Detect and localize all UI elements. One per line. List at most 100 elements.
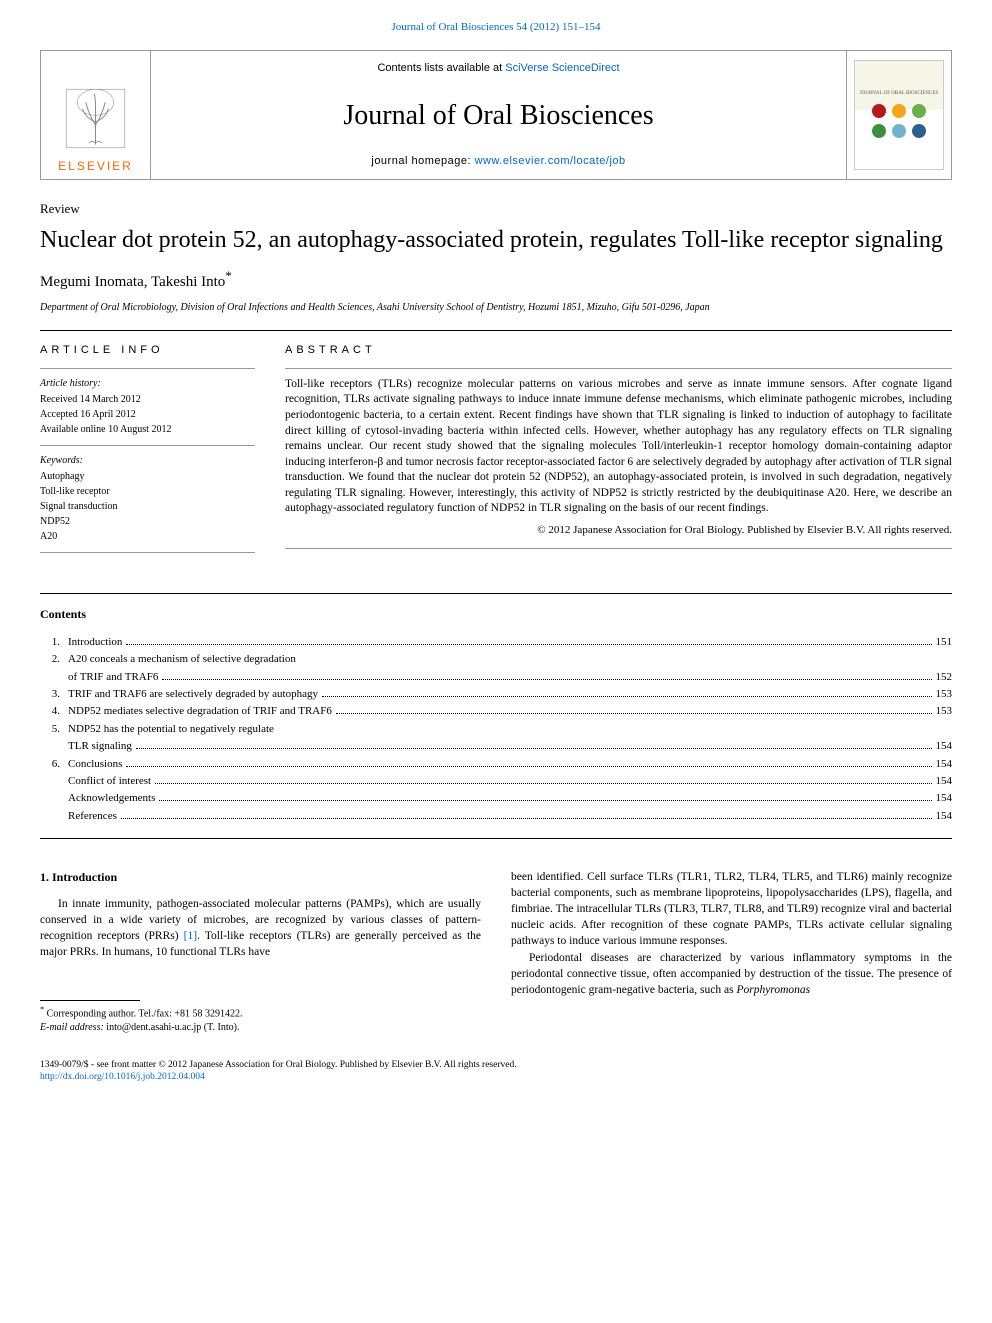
cover-dot-icon — [912, 104, 926, 118]
journal-cover-thumbnail: JOURNAL OF ORAL BIOSCIENCES — [854, 60, 944, 170]
toc-item[interactable]: 3.TRIF and TRAF6 are selectively degrade… — [40, 687, 952, 702]
toc-list: 1.Introduction 151 2.A20 conceals a mechan… — [40, 635, 952, 824]
toc-item[interactable]: 4.NDP52 mediates selective degradation o… — [40, 704, 952, 719]
toc-leader-dots — [159, 800, 931, 801]
toc-item[interactable]: Conflict of interest154 — [40, 774, 952, 789]
article-type: Review — [40, 200, 952, 218]
history-received: Received 14 March 2012 — [40, 393, 255, 407]
keyword: Signal transduction — [40, 500, 255, 514]
footnote-rule — [40, 1000, 140, 1001]
toc-title: Conflict of interest — [68, 774, 151, 789]
cover-caption: JOURNAL OF ORAL BIOSCIENCES — [860, 90, 938, 97]
journal-reference-link[interactable]: Journal of Oral Biosciences 54 (2012) 15… — [392, 21, 601, 33]
toc-leader-dots — [155, 783, 931, 784]
toc-item[interactable]: 5.NDP52 has the potential to negatively … — [40, 722, 952, 737]
toc-page: 154 — [936, 809, 953, 824]
toc-leader-dots — [136, 748, 932, 749]
toc-number: 1. — [40, 635, 68, 650]
toc-title: References — [68, 809, 117, 824]
toc-page: 154 — [936, 791, 953, 806]
toc-number: 5. — [40, 722, 68, 737]
elsevier-logo-box: ELSEVIER — [41, 51, 151, 179]
issn-copyright-line: 1349-0079/$ - see front matter © 2012 Ja… — [40, 1059, 952, 1071]
journal-header-center: Contents lists available at SciVerse Sci… — [151, 51, 846, 179]
body-column-left: 1. Introduction In innate immunity, path… — [40, 869, 481, 1034]
toc-item[interactable]: Acknowledgements 154 — [40, 791, 952, 806]
toc-title: Conclusions — [68, 757, 122, 772]
homepage-link[interactable]: www.elsevier.com/locate/job — [475, 155, 626, 167]
toc-title: Acknowledgements — [68, 791, 155, 806]
contents-available-text: Contents lists available at — [377, 62, 505, 74]
article-info-heading: ARTICLE INFO — [40, 343, 255, 358]
toc-page: 153 — [936, 704, 953, 719]
toc-title: NDP52 mediates selective degradation of … — [68, 704, 332, 719]
toc-title: Introduction — [68, 635, 122, 650]
journal-homepage: journal homepage: www.elsevier.com/locat… — [161, 154, 836, 169]
info-rule — [40, 445, 255, 446]
corresponding-marker-icon: * — [225, 268, 232, 283]
info-abstract-row: ARTICLE INFO Article history: Received 1… — [40, 330, 952, 573]
doi-link[interactable]: http://dx.doi.org/10.1016/j.job.2012.04.… — [40, 1072, 205, 1082]
corresponding-author-footnote: * Corresponding author. Tel./fax: +81 58… — [40, 1005, 481, 1020]
toc-item[interactable]: TLR signaling154 — [40, 739, 952, 754]
toc-leader-dots — [126, 644, 931, 645]
toc-number: 6. — [40, 757, 68, 772]
authors: Megumi Inomata, Takeshi Into* — [40, 267, 952, 293]
toc-page: 152 — [936, 670, 953, 685]
toc-item[interactable]: 1.Introduction 151 — [40, 635, 952, 650]
toc-item[interactable]: of TRIF and TRAF6 152 — [40, 670, 952, 685]
keyword: A20 — [40, 530, 255, 544]
journal-title: Journal of Oral Biosciences — [161, 96, 836, 135]
body-column-right: been identified. Cell surface TLRs (TLR1… — [511, 869, 952, 1034]
toc-item[interactable]: References 154 — [40, 809, 952, 824]
contents-heading: Contents — [40, 606, 952, 623]
toc-title: of TRIF and TRAF6 — [68, 670, 158, 685]
cover-dot-icon — [872, 124, 886, 138]
toc-page: 151 — [936, 635, 953, 650]
citation-link[interactable]: [1] — [184, 930, 197, 942]
toc-leader-dots — [322, 696, 932, 697]
toc-title: A20 conceals a mechanism of selective de… — [68, 652, 296, 667]
toc-leader-dots — [126, 766, 931, 767]
email-address: into@dent.asahi-u.ac.jp (T. Into). — [104, 1022, 240, 1033]
body-paragraph: been identified. Cell surface TLRs (TLR1… — [511, 869, 952, 949]
abstract-copyright: © 2012 Japanese Association for Oral Bio… — [285, 523, 952, 538]
abstract-column: ABSTRACT Toll-like receptors (TLRs) reco… — [270, 331, 952, 573]
page-footer-meta: 1349-0079/$ - see front matter © 2012 Ja… — [40, 1059, 952, 1084]
affiliation: Department of Oral Microbiology, Divisio… — [40, 301, 952, 315]
cover-dot-icon — [892, 104, 906, 118]
history-accepted: Accepted 16 April 2012 — [40, 408, 255, 422]
email-label: E-mail address: — [40, 1022, 104, 1033]
journal-reference-top: Journal of Oral Biosciences 54 (2012) 15… — [40, 20, 952, 35]
author-names: Megumi Inomata, Takeshi Into — [40, 274, 225, 290]
body-text: Periodontal diseases are characterized b… — [511, 952, 952, 996]
homepage-label: journal homepage: — [371, 155, 474, 167]
cover-dot-icon — [872, 104, 886, 118]
body-columns: 1. Introduction In innate immunity, path… — [40, 869, 952, 1034]
toc-number: 3. — [40, 687, 68, 702]
history-online: Available online 10 August 2012 — [40, 423, 255, 437]
corresponding-marker-icon: * — [40, 1005, 44, 1014]
keywords-label: Keywords: — [40, 454, 255, 468]
keyword: NDP52 — [40, 515, 255, 529]
toc-leader-dots — [162, 679, 931, 680]
body-paragraph: In innate immunity, pathogen-associated … — [40, 896, 481, 960]
body-paragraph: Periodontal diseases are characterized b… — [511, 950, 952, 998]
article-title: Nuclear dot protein 52, an autophagy-ass… — [40, 225, 952, 255]
toc-number: 4. — [40, 704, 68, 719]
cover-dot-icon — [912, 124, 926, 138]
elsevier-tree-icon — [61, 84, 131, 154]
journal-cover-box: JOURNAL OF ORAL BIOSCIENCES — [846, 51, 951, 179]
footnote-corr-text: Corresponding author. Tel./fax: +81 58 3… — [47, 1009, 243, 1020]
article-info-column: ARTICLE INFO Article history: Received 1… — [40, 331, 270, 573]
toc-page: 154 — [936, 739, 953, 754]
email-footnote: E-mail address: into@dent.asahi-u.ac.jp … — [40, 1021, 481, 1034]
species-name: Porphyromonas — [736, 984, 810, 996]
toc-item[interactable]: 2.A20 conceals a mechanism of selective … — [40, 652, 952, 667]
journal-header: ELSEVIER Contents lists available at Sci… — [40, 50, 952, 180]
abstract-rule — [285, 548, 952, 549]
sciverse-link[interactable]: SciVerse ScienceDirect — [505, 62, 619, 74]
history-label: Article history: — [40, 377, 255, 391]
toc-item[interactable]: 6.Conclusions154 — [40, 757, 952, 772]
toc-leader-dots — [121, 818, 932, 819]
